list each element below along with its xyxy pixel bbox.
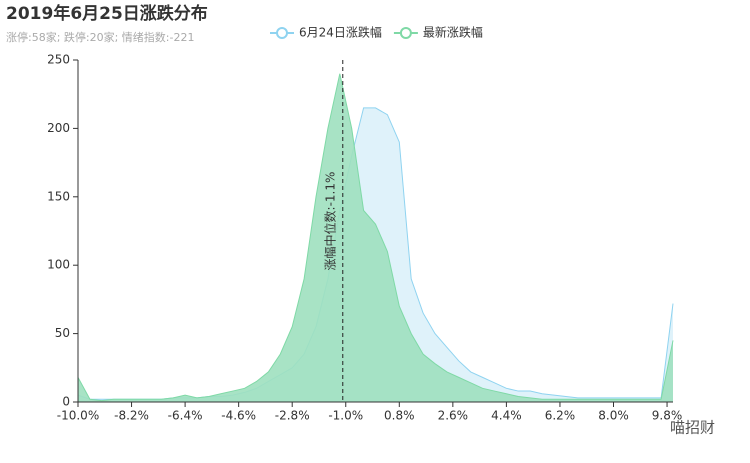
legend-marker [276,27,288,39]
legend-label: 最新涨跌幅 [423,25,483,40]
legend-marker [399,27,412,39]
x-tick-label: -1.0% [328,409,363,423]
area-line [77,73,674,402]
x-tick-label: 0.8% [384,409,415,423]
area-fill [78,73,673,403]
x-tick-label: 4.4% [491,409,522,423]
y-tick-label: 150 [47,189,70,203]
y-tick-label: 200 [47,121,70,135]
y-tick-label: 250 [47,53,70,67]
x-tick-label: 8.0% [598,409,629,423]
x-tick-label: 6.2% [545,409,576,423]
y-tick-label: 0 [62,395,70,409]
x-tick-label: 2.6% [438,409,469,423]
watermark: 喵招财 [670,419,715,437]
x-tick-label: -4.6% [221,409,256,423]
median-label: 涨幅中位数:-1.1% [322,172,337,271]
chart-subtitle: 涨停:58家; 跌停:20家; 情绪指数:-221 [6,30,194,44]
x-tick-label: -10.0% [57,409,99,423]
x-tick-label: 9.8% [652,409,683,423]
x-tick-label: -8.2% [114,409,149,423]
chart-title: 2019年6月25日涨跌分布 [6,3,208,24]
y-tick-label: 50 [55,326,70,340]
y-tick-label: 100 [47,258,70,272]
legend-label: 6月24日涨跌幅 [299,25,382,40]
x-tick-label: -2.8% [275,409,310,423]
x-tick-label: -6.4% [168,409,203,423]
